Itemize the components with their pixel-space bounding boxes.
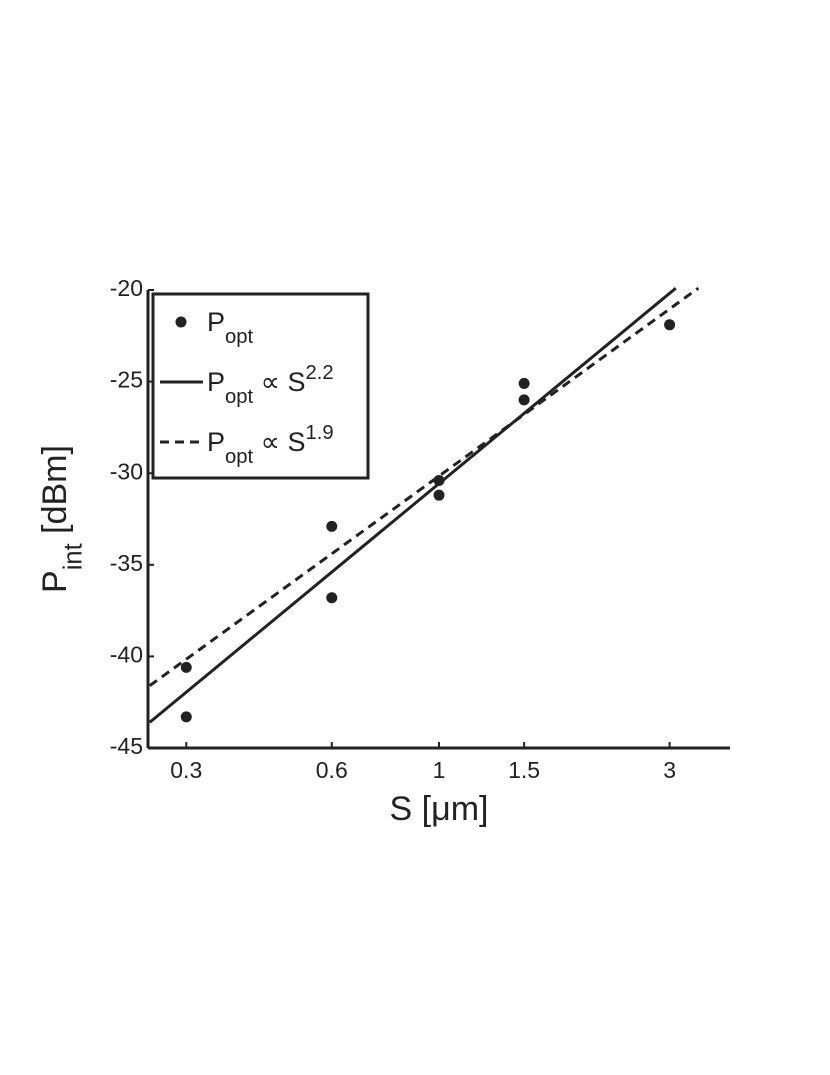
x-tick-label: 0.3 xyxy=(170,757,202,783)
data-point xyxy=(518,377,530,389)
legend-box xyxy=(151,292,370,480)
y-tick-label: -25 xyxy=(110,367,143,393)
text-part: P xyxy=(207,427,225,457)
data-point xyxy=(326,592,338,604)
y-tick-label: -20 xyxy=(110,275,143,301)
fit-line xyxy=(148,286,700,687)
data-point xyxy=(326,520,338,532)
data-point xyxy=(433,489,445,501)
text-part: ∝ S xyxy=(253,427,305,457)
y-tick-label: -40 xyxy=(110,641,143,667)
x-tick-label: 0.6 xyxy=(316,757,348,783)
text-part: opt xyxy=(225,386,254,408)
text-part: 2.2 xyxy=(305,362,333,384)
y-tick-label: -30 xyxy=(110,458,143,484)
data-point xyxy=(664,319,676,331)
data-point xyxy=(518,394,530,406)
text-part: opt xyxy=(225,446,254,468)
x-axis-label: S [μm] xyxy=(390,790,489,828)
fit-line xyxy=(148,287,677,724)
text-part: [dBm] xyxy=(36,445,74,543)
text-part: ∝ S xyxy=(253,367,305,397)
legend-marker xyxy=(175,316,187,328)
x-tick-label: 1.5 xyxy=(508,757,540,783)
data-point xyxy=(180,661,192,673)
y-tick-label: -45 xyxy=(110,733,143,759)
legend-label: Popt ∝ S2.2 xyxy=(207,362,334,408)
text-part: int xyxy=(59,543,87,570)
legend-label: Popt xyxy=(207,307,254,348)
text-part: opt xyxy=(225,326,254,348)
y-tick-label: -35 xyxy=(110,550,143,576)
data-point xyxy=(433,475,445,487)
text-part: P xyxy=(207,307,225,337)
y-axis-label: Pint [dBm] xyxy=(36,445,87,593)
x-tick-label: 1 xyxy=(433,757,446,783)
text-part: P xyxy=(207,367,225,397)
x-tick-label: 3 xyxy=(663,757,676,783)
text-part: 1.9 xyxy=(305,422,333,444)
data-point xyxy=(180,711,192,723)
text-part: P xyxy=(36,570,74,593)
legend-label: Popt ∝ S1.9 xyxy=(207,422,334,468)
